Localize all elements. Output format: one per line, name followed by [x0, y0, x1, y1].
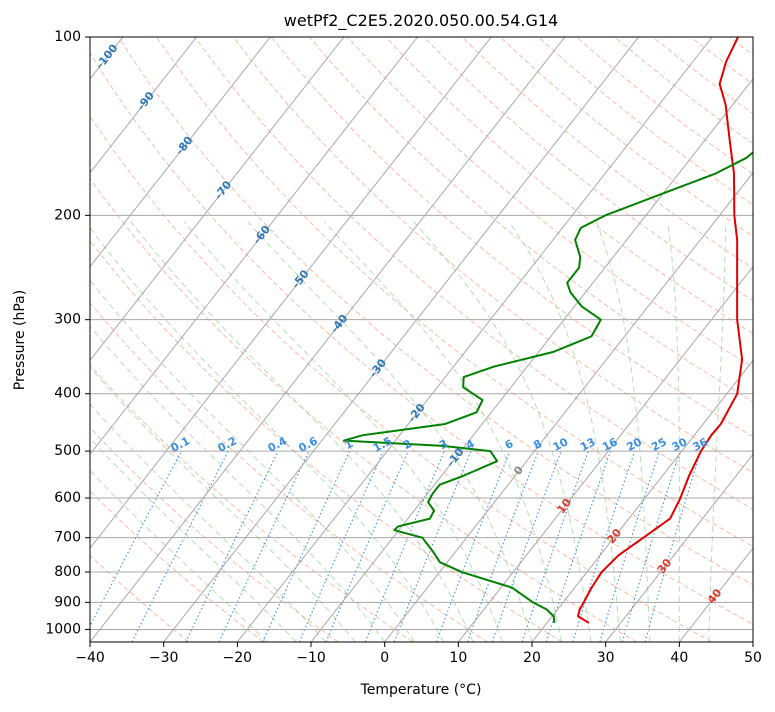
x-tick-label: 30 — [597, 650, 615, 666]
moist-adiabat-line — [130, 221, 474, 642]
dry-adiabats — [90, 37, 753, 642]
y-tick-label: 600 — [54, 490, 81, 506]
dewpoint-profile — [342, 151, 753, 624]
isotherm-line — [605, 453, 753, 642]
x-tick-label: 20 — [523, 650, 541, 666]
mixing-ratio-line — [298, 450, 384, 642]
x-tick-label: 40 — [670, 650, 688, 666]
mixing-ratio-line — [325, 450, 409, 642]
mixing-ratio-label: 10 — [551, 435, 571, 454]
y-tick-label: 1000 — [45, 621, 81, 637]
isotherm-line — [90, 37, 271, 268]
plot-frame — [89, 36, 754, 643]
x-tick-label: 10 — [449, 650, 467, 666]
isotherm-line — [384, 171, 753, 642]
y-tick-label: 800 — [54, 564, 81, 580]
moist-adiabat-line — [667, 221, 680, 642]
mixing-ratio-line — [491, 450, 562, 642]
moist-adiabat-line — [90, 469, 268, 642]
moist-adiabat-line — [247, 221, 533, 642]
isotherm-line — [531, 359, 753, 642]
dry-adiabat-line — [90, 177, 638, 642]
dry-adiabat-line — [423, 37, 753, 302]
x-tick-label: −10 — [296, 650, 326, 666]
chart-title: wetPf2_C2E5.2020.050.00.54.G14 — [284, 11, 558, 31]
x-tick-label: −20 — [223, 650, 253, 666]
moist-adiabat-line — [90, 403, 327, 642]
mixing-ratio-line — [435, 450, 511, 642]
mixing-ratio-line — [364, 450, 445, 642]
dry-adiabat-line — [90, 301, 488, 642]
y-tick-label: 100 — [54, 29, 81, 45]
dry-adiabat-line — [90, 490, 264, 642]
y-tick-label: 900 — [54, 594, 81, 610]
x-tick-label: −40 — [75, 650, 105, 666]
temperature-profile — [577, 37, 744, 624]
dry-adiabat-line — [90, 426, 339, 642]
dry-adiabat-line — [90, 239, 563, 642]
dry-adiabat-line — [308, 37, 753, 403]
isotherm-line — [90, 37, 345, 362]
y-axis-label: Pressure (hPa) — [12, 290, 28, 390]
mixing-ratio-label: 36 — [691, 435, 711, 454]
axes-layer: −40 −30 −20 −10 0 10 20 30 40 50 100 200 300 400 500 60… — [45, 29, 762, 666]
moist-adiabat-line — [508, 221, 621, 642]
moist-adiabat-line — [90, 325, 386, 642]
y-tick-label: 500 — [54, 443, 81, 459]
y-tick-label: 200 — [54, 207, 81, 223]
isotherm-line — [90, 37, 197, 174]
isotherm-line — [457, 265, 753, 642]
isotherm-line — [90, 37, 566, 642]
y-tick-label: 400 — [54, 386, 81, 402]
moist-adiabat-line — [708, 221, 727, 642]
mixing-ratio-label: 13 — [578, 435, 598, 454]
moist-adiabats — [90, 221, 727, 642]
x-tick-label: 0 — [380, 650, 389, 666]
isotherm-line — [90, 37, 492, 549]
x-tick-label: 50 — [744, 650, 762, 666]
y-tick-label: 300 — [54, 312, 81, 328]
dry-adiabat-line — [90, 364, 414, 642]
moist-adiabat-line — [90, 279, 415, 642]
mixing-ratio-label: 16 — [600, 435, 620, 454]
plot-area: -100-90-80-70-60-50-40-30-20-10010203040… — [90, 37, 753, 642]
dry-adiabat-line — [118, 37, 753, 586]
y-tick-label: 700 — [54, 530, 81, 546]
dry-adiabat-line — [90, 115, 712, 642]
mixing-ratio-line — [621, 450, 681, 642]
moist-adiabat-line — [595, 221, 651, 642]
dry-adiabat-line — [232, 37, 753, 474]
dry-adiabat-line — [347, 37, 753, 368]
isotherm-line — [163, 37, 639, 642]
moist-adiabat-line — [90, 227, 445, 642]
mixing-ratio-label: 20 — [624, 435, 644, 454]
moist-adiabat-line — [323, 221, 562, 642]
mixing-ratio-label: 25 — [649, 435, 669, 454]
mixing-ratio-line — [521, 450, 589, 642]
mixing-ratio-label: 30 — [670, 435, 690, 454]
isotherm-line — [310, 78, 753, 642]
mixing-ratio-line — [466, 450, 539, 642]
dry-adiabat-line — [90, 554, 190, 642]
isotherms — [90, 37, 753, 642]
moist-adiabat-line — [90, 366, 356, 642]
x-tick-label: −30 — [149, 650, 179, 666]
mixing-ratio-line — [599, 450, 661, 642]
dry-adiabat-line — [156, 37, 753, 548]
moist-adiabat-line — [90, 437, 297, 642]
dry-adiabat-line — [194, 37, 753, 510]
isotherm-line — [90, 37, 418, 456]
x-axis-label: Temperature (°C) — [360, 682, 482, 698]
isotherm-line — [236, 37, 713, 642]
